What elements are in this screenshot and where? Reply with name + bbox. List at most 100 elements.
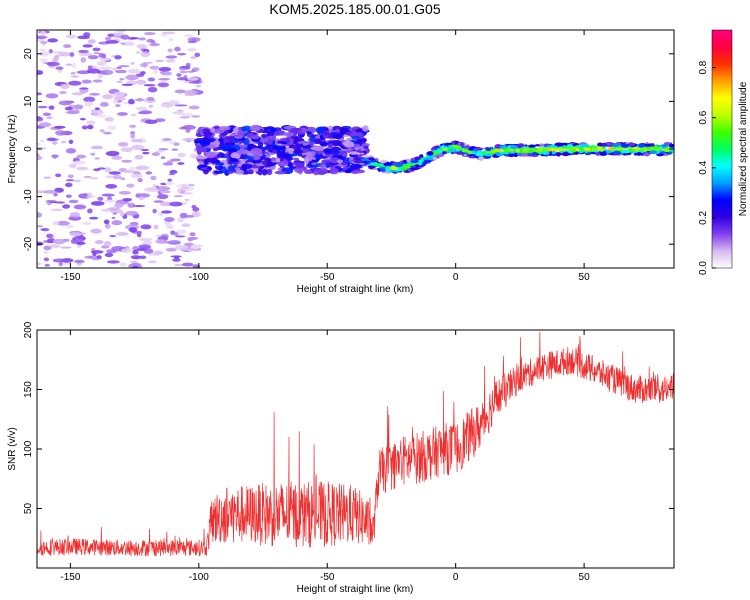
- spectrogram-cell: [177, 152, 186, 158]
- spectrogram-cell: [39, 51, 49, 57]
- spectrogram-cell: [37, 116, 44, 122]
- spectrogram-cell: [294, 135, 299, 143]
- spectrogram-cell: [99, 101, 109, 107]
- spectrogram-cell: [90, 250, 104, 254]
- spectrogram-cell: [255, 170, 263, 175]
- colorbar-tick-label: 0.0: [698, 261, 709, 275]
- spectrogram-cell: [126, 183, 135, 188]
- spectrogram-cell: [104, 252, 114, 258]
- spectrogram-cell: [81, 125, 88, 130]
- spectrogram-cell: [121, 159, 132, 163]
- spectrogram-cell: [171, 111, 184, 115]
- spectrogram-cell: [94, 157, 100, 160]
- spectrogram-cell: [661, 144, 669, 147]
- spectrogram-cell: [315, 126, 326, 134]
- spectrogram-cell: [464, 145, 471, 149]
- spectrogram-cell: [377, 169, 382, 172]
- spectrogram-cell: [158, 78, 171, 81]
- spectrogram-cell: [119, 262, 127, 267]
- spectrogram-cell: [627, 142, 636, 147]
- spectrogram-cell: [162, 138, 172, 141]
- spectrogram-cell: [367, 157, 375, 161]
- snr-panel: -150 -100 -50 0 50 200 150 100 50 Height of str…: [7, 321, 675, 595]
- spectrogram-cell: [273, 130, 286, 136]
- spectrogram-cell: [104, 167, 112, 173]
- snr-y-ticks: 200 150 100 50: [23, 321, 674, 514]
- spectrogram-cell: [121, 83, 133, 86]
- spectrogram-panel: -150 -100 -50 0 50 20 10 0 -10 -20 Height of str…: [7, 29, 675, 295]
- spectrogram-cell: [153, 69, 159, 74]
- spectrogram-cell: [115, 104, 121, 107]
- spectrogram-cell: [135, 79, 147, 85]
- spectrogram-cell: [449, 148, 457, 153]
- spectrogram-cell: [127, 68, 141, 74]
- spectrogram-cell: [37, 212, 43, 218]
- spectrogram-cell: [185, 128, 191, 133]
- spectrogram-cell: [107, 196, 113, 201]
- spectrogram-cell: [130, 61, 135, 65]
- spectrogram-cell: [37, 224, 44, 228]
- spectrogram-cell: [227, 135, 235, 142]
- spectrogram-cell: [195, 84, 202, 88]
- x-tick-label: 50: [579, 272, 591, 283]
- spectrogram-cell: [111, 220, 123, 226]
- spectrogram-cell: [69, 52, 75, 58]
- spectrogram-cell: [385, 167, 392, 172]
- spectrogram-cell: [168, 173, 175, 176]
- spectrogram-cell: [595, 152, 600, 156]
- spectrogram-cell: [353, 159, 363, 164]
- spectrogram-cell: [459, 142, 465, 147]
- spectrogram-cell: [418, 159, 424, 163]
- spectrogram-cell: [83, 96, 96, 103]
- spectrogram-cell: [240, 153, 245, 159]
- spectrogram-cell: [90, 201, 105, 206]
- y-tick-label: 100: [23, 440, 34, 457]
- spectrogram-cell: [177, 217, 184, 223]
- spectrogram-cell: [567, 147, 574, 150]
- spectrogram-cell: [638, 143, 645, 148]
- spectrogram-cell: [112, 174, 122, 180]
- spectrogram-cell: [331, 134, 338, 139]
- spectrogram-cell: [112, 67, 118, 71]
- spectrogram-cell: [114, 55, 122, 60]
- spectrogram-cell: [355, 138, 367, 144]
- spectrogram-cell: [150, 175, 157, 181]
- spectrogram-cell: [360, 158, 370, 162]
- spectrogram-cell: [117, 141, 129, 147]
- spectrogram-cell: [86, 68, 101, 74]
- spectrogram-cell: [83, 175, 92, 179]
- spectrogram-cell: [143, 84, 156, 87]
- spectrogram-cell: [551, 150, 557, 155]
- spectrogram-cell: [463, 154, 467, 157]
- spectrogram-cell: [418, 162, 423, 166]
- spectrogram-cell: [213, 170, 224, 175]
- spectrogram-cell: [98, 52, 104, 58]
- spectrogram-cell: [90, 177, 99, 180]
- colorbar-tick-label: 0.6: [698, 110, 709, 124]
- y-tick-label: 0: [23, 146, 34, 152]
- spectrogram-cell: [37, 35, 48, 39]
- spectrogram-cell: [158, 66, 172, 72]
- spectrogram-cell: [355, 128, 364, 134]
- spectrogram-cell: [456, 151, 464, 155]
- spectrogram-cell: [198, 160, 203, 165]
- spectrogram-cell: [486, 147, 492, 152]
- spectrogram-cell: [46, 233, 54, 239]
- spectrogram-cell: [504, 151, 509, 155]
- spectrogram-cell: [112, 91, 126, 98]
- spectrogram-cell: [152, 208, 157, 214]
- spectrogram-cell: [313, 169, 319, 176]
- spectrogram-cell: [169, 169, 178, 174]
- spectrogram-cell: [58, 100, 72, 106]
- spectrogram-cell: [135, 51, 141, 54]
- spectrogram-cell: [73, 104, 84, 110]
- x-tick-label: -100: [189, 572, 209, 583]
- spectrogram-cell: [399, 161, 404, 164]
- spectrogram-cell: [48, 105, 55, 110]
- spectrogram-cell: [52, 51, 66, 54]
- spectrogram-cell: [104, 36, 112, 41]
- spectrogram-cell: [87, 65, 93, 70]
- spectrogram-cell: [156, 186, 171, 191]
- spectrogram-cell: [601, 142, 608, 146]
- x-tick-label: -100: [189, 272, 209, 283]
